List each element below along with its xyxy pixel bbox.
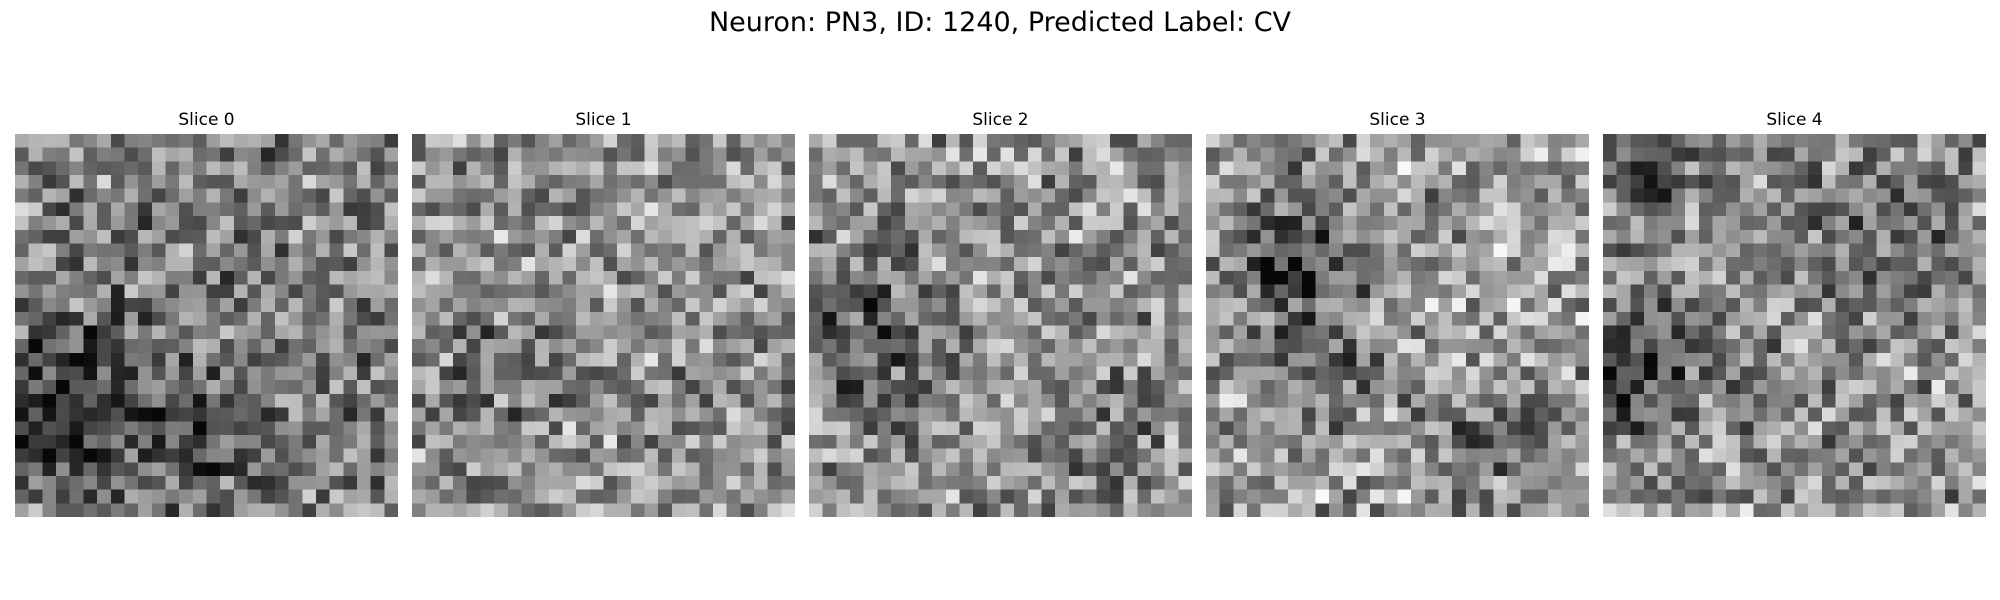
slice-panel-2: Slice 2	[809, 110, 1192, 130]
slice-title: Slice 0	[15, 110, 398, 130]
slice-image	[412, 134, 795, 517]
slice-image	[1206, 134, 1589, 517]
slice-panel-3: Slice 3	[1206, 110, 1589, 130]
slice-panel-4: Slice 4	[1603, 110, 1986, 130]
slice-image	[1603, 134, 1986, 517]
slice-image	[15, 134, 398, 517]
figure-title: Neuron: PN3, ID: 1240, Predicted Label: …	[0, 6, 2000, 40]
slice-title: Slice 4	[1603, 110, 1986, 130]
slice-title: Slice 1	[412, 110, 795, 130]
slice-title: Slice 2	[809, 110, 1192, 130]
slice-title: Slice 3	[1206, 110, 1589, 130]
slice-panel-0: Slice 0	[15, 110, 398, 130]
slice-image	[809, 134, 1192, 517]
slice-panel-1: Slice 1	[412, 110, 795, 130]
